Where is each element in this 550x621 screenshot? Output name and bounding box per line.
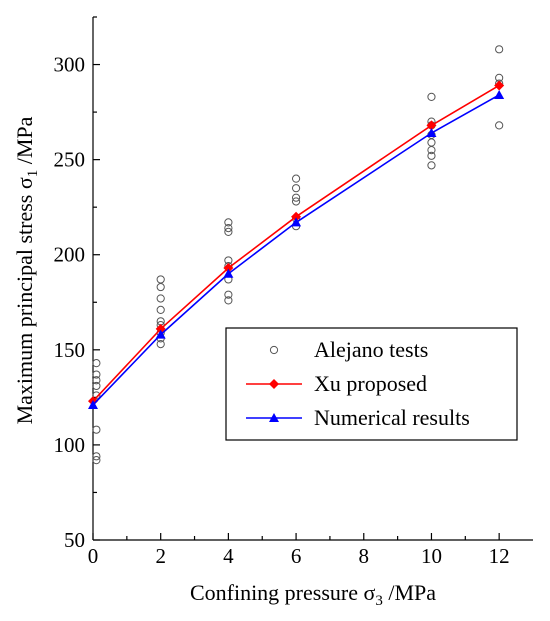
y-axis-title-sub: 1 bbox=[25, 170, 41, 178]
data-point bbox=[224, 296, 233, 305]
data-point bbox=[427, 161, 436, 170]
y-tick-label: 150 bbox=[54, 338, 86, 362]
data-point bbox=[494, 89, 505, 99]
y-axis-title: Maximum principal stress σ1 /MPa bbox=[12, 116, 41, 424]
x-tick-label: 8 bbox=[359, 544, 370, 568]
x-tick-label: 0 bbox=[88, 544, 99, 568]
legend-swatch-marker bbox=[269, 345, 279, 355]
series-xu-proposed bbox=[88, 80, 505, 407]
legend-swatch-marker bbox=[269, 379, 279, 389]
y-axis-title-main: Maximum principal stress σ bbox=[12, 177, 37, 424]
legend: Alejano tests Xu proposed Numerical result… bbox=[225, 327, 518, 441]
x-tick-label: 2 bbox=[155, 544, 166, 568]
legend-label: Alejano tests bbox=[314, 337, 428, 362]
x-axis-title-unit: /MPa bbox=[383, 580, 436, 605]
x-axis-title: Confining pressure σ3 /MPa bbox=[190, 580, 436, 609]
data-point bbox=[223, 268, 234, 278]
ticks bbox=[92, 16, 500, 541]
data-point bbox=[291, 174, 301, 183]
series-line bbox=[92, 94, 500, 406]
x-tick-label: 4 bbox=[223, 544, 234, 568]
x-axis-title-main: Confining pressure σ bbox=[190, 580, 376, 605]
y-tick-label: 50 bbox=[64, 528, 85, 552]
series-numerical-results bbox=[88, 89, 505, 409]
data-point bbox=[92, 376, 101, 385]
y-tick-label: 200 bbox=[54, 243, 86, 267]
data-point bbox=[426, 128, 437, 138]
data-point bbox=[291, 217, 302, 227]
data-point bbox=[92, 359, 101, 368]
data-point bbox=[92, 456, 101, 465]
y-tick-label: 300 bbox=[54, 53, 86, 77]
tick-labels: 0 2 4 6 8 10 12 50 100 150 200 250 300 bbox=[54, 53, 510, 568]
data-point bbox=[224, 218, 233, 227]
legend-label: Numerical results bbox=[314, 405, 470, 430]
data-point bbox=[92, 370, 101, 379]
data-point bbox=[88, 399, 98, 409]
x-tick-label: 6 bbox=[291, 544, 302, 568]
data-point bbox=[291, 211, 302, 222]
data-point bbox=[92, 381, 101, 391]
series-layer bbox=[88, 45, 505, 465]
y-tick-label: 100 bbox=[54, 433, 86, 457]
data-point bbox=[427, 138, 436, 147]
legend-swatch-marker bbox=[269, 413, 279, 422]
data-point bbox=[495, 121, 504, 130]
x-axis-title-sub: 3 bbox=[375, 593, 383, 609]
data-point bbox=[223, 263, 234, 274]
y-axis-title-unit: /MPa bbox=[12, 116, 37, 169]
data-point bbox=[156, 275, 165, 284]
data-point bbox=[291, 193, 301, 202]
series-line bbox=[92, 84, 500, 402]
data-point bbox=[291, 184, 301, 193]
data-point bbox=[156, 294, 165, 303]
data-point bbox=[224, 227, 233, 237]
data-point bbox=[156, 305, 165, 314]
legend-label: Xu proposed bbox=[314, 371, 427, 396]
data-point bbox=[155, 329, 166, 339]
data-point bbox=[92, 425, 101, 434]
data-point bbox=[224, 224, 233, 233]
data-point bbox=[426, 120, 437, 131]
data-point bbox=[427, 151, 436, 160]
data-point bbox=[156, 340, 165, 349]
data-point bbox=[291, 197, 301, 206]
plot-frame bbox=[92, 17, 533, 541]
data-point bbox=[494, 80, 505, 91]
data-point bbox=[92, 452, 101, 461]
data-point bbox=[427, 92, 436, 101]
x-tick-label: 12 bbox=[489, 544, 510, 568]
y-tick-label: 250 bbox=[54, 148, 86, 172]
x-tick-label: 10 bbox=[421, 544, 442, 568]
data-point bbox=[92, 391, 101, 400]
data-point bbox=[156, 282, 165, 292]
data-point bbox=[224, 290, 233, 299]
data-point bbox=[495, 45, 504, 54]
